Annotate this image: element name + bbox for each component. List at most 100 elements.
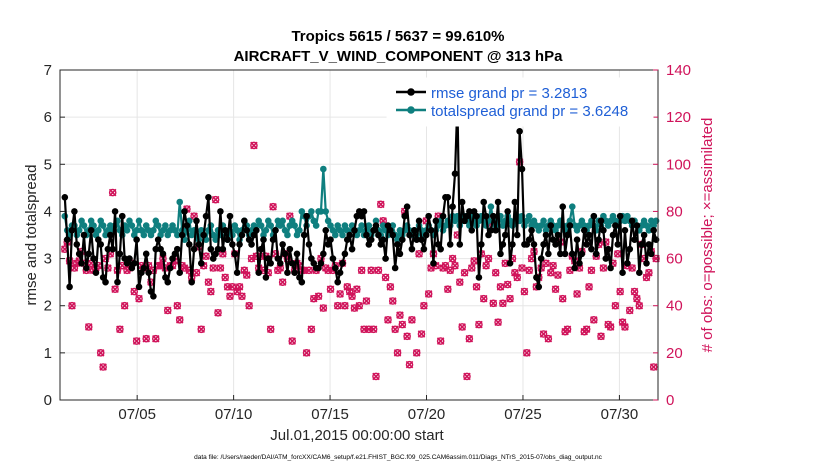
- obs-assimilated-218: [582, 325, 591, 334]
- obs-possible-175: [479, 294, 488, 303]
- y-left-tick-label-6: 6: [44, 109, 52, 126]
- obs-possible-106: [314, 292, 323, 301]
- rmse-point-81: [255, 269, 263, 277]
- rmse-point-174: [478, 241, 485, 248]
- rmse-point-19: [107, 231, 114, 239]
- x-tick-label-3: 07/20: [408, 406, 446, 423]
- obs-possible-189: [513, 273, 522, 282]
- rmse-point-151: [422, 231, 430, 239]
- obs-assimilated-189: [513, 273, 522, 282]
- rmse-point-183: [499, 241, 507, 248]
- rmse-point-152: [425, 212, 432, 220]
- rmse-point-224: [597, 217, 605, 225]
- rmse-point-147: [413, 236, 420, 244]
- rmse-point-199: [537, 255, 545, 262]
- y-right-tick-label-4: 80: [666, 203, 683, 220]
- obs-possible-226: [602, 238, 610, 246]
- obs-assimilated-165: [456, 278, 464, 286]
- obs-assimilated-175: [479, 294, 488, 303]
- rmse-point-206: [554, 231, 562, 239]
- obs-possible-16: [99, 363, 107, 371]
- obs-assimilated-115: [336, 290, 344, 298]
- rmse-point-205: [552, 241, 559, 248]
- rmse-point-7: [78, 259, 85, 267]
- obs-assimilated-162: [448, 254, 457, 263]
- rmse-point-80: [253, 226, 260, 234]
- obs-assimilated-31: [135, 294, 143, 303]
- obs-possible-38: [151, 334, 160, 343]
- rmse-point-172: [473, 212, 480, 220]
- obs-possible-169: [465, 334, 474, 343]
- obs-assimilated-79: [250, 141, 258, 150]
- rmse-point-111: [327, 236, 334, 244]
- rmse-point-117: [341, 250, 349, 258]
- obs-possible-182: [496, 283, 505, 291]
- rmse-point-162: [449, 203, 456, 211]
- obs-assimilated-101: [302, 349, 311, 357]
- obs-possible-167: [460, 268, 469, 277]
- totalspread-point-212: [568, 203, 576, 211]
- obs-possible-91: [278, 278, 287, 286]
- totalspread-point-200: [540, 217, 547, 225]
- obs-possible-74: [238, 292, 246, 301]
- obs-assimilated-65: [216, 264, 225, 272]
- obs-possible-69: [226, 292, 234, 301]
- rmse-point-131: [375, 231, 382, 239]
- rmse-point-163: [451, 170, 459, 178]
- obs-possible-246: [649, 363, 658, 371]
- totalspread-point-8: [80, 222, 88, 229]
- rmse-point-225: [600, 226, 607, 234]
- obs-possible-176: [482, 261, 490, 270]
- rmse-point-160: [444, 193, 452, 201]
- obs-assimilated-221: [590, 316, 598, 324]
- totalspread-point-244: [645, 226, 653, 234]
- rmse-point-190: [516, 127, 523, 135]
- obs-possible-127: [365, 325, 373, 334]
- totalspread-point-47: [174, 231, 181, 239]
- rmse-point-138: [391, 264, 399, 272]
- rmse-point-52: [185, 241, 193, 248]
- totalspread-point-96: [291, 222, 298, 229]
- obs-possible-214: [573, 290, 581, 298]
- obs-possible-25: [120, 301, 129, 310]
- rmse-point-76: [243, 226, 251, 234]
- obs-assimilated-136: [386, 283, 395, 291]
- rmse-point-8: [80, 231, 88, 239]
- obs-possible-205: [551, 285, 560, 294]
- rmse-point-228: [607, 264, 614, 272]
- rmse-point-213: [571, 264, 578, 272]
- rmse-point-83: [260, 236, 267, 244]
- rmse-point-44: [166, 264, 174, 272]
- obs-assimilated-179: [489, 299, 498, 308]
- rmse-point-20: [109, 245, 116, 253]
- rmse-point-148: [415, 217, 423, 225]
- obs-assimilated-123: [355, 301, 364, 310]
- rmse-point-169: [466, 208, 473, 215]
- obs-possible-247: [652, 254, 660, 263]
- obs-possible-62: [209, 264, 218, 272]
- obs-possible-129: [369, 325, 378, 334]
- obs-possible-173: [475, 320, 483, 329]
- rmse-point-185: [504, 208, 511, 215]
- totalspread-point-31: [135, 217, 143, 225]
- rmse-point-93: [284, 269, 291, 277]
- rmse-point-109: [322, 226, 330, 234]
- obs-possible-34: [142, 334, 151, 343]
- obs-assimilated-141: [398, 320, 407, 329]
- obs-possible-102: [305, 266, 313, 275]
- obs-possible-168: [463, 372, 471, 381]
- obs-assimilated-144: [405, 360, 414, 369]
- obs-possible-111: [326, 285, 335, 294]
- totalspread-point-26: [123, 226, 131, 234]
- rmse-point-179: [489, 212, 497, 220]
- obs-possible-68: [223, 283, 232, 291]
- rmse-point-210: [564, 231, 571, 239]
- rmse-point-38: [152, 245, 160, 253]
- obs-possible-200: [539, 330, 548, 338]
- obs-possible-210: [563, 325, 572, 334]
- rmse-point-82: [257, 245, 265, 253]
- y-left-tick-label-3: 3: [44, 251, 52, 268]
- obs-possible-43: [163, 306, 172, 315]
- obs-assimilated-215: [575, 264, 584, 272]
